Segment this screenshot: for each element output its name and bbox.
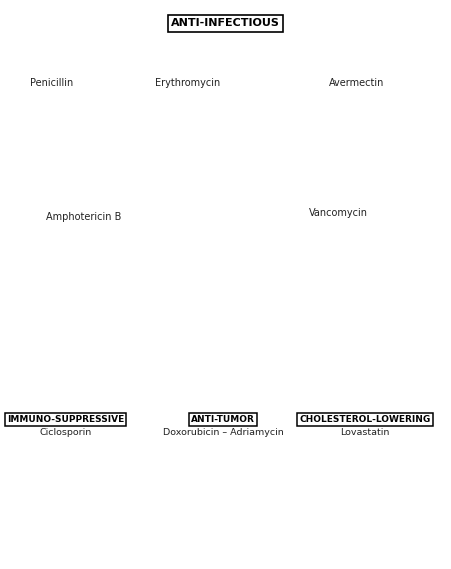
Text: Amphotericin B: Amphotericin B [46,212,121,222]
Text: Ciclosporin: Ciclosporin [39,428,92,437]
Text: Vancomycin: Vancomycin [309,208,368,218]
Text: IMMUNO-SUPPRESSIVE: IMMUNO-SUPPRESSIVE [7,415,124,424]
Text: Avermectin: Avermectin [329,78,384,88]
Text: Penicillin: Penicillin [30,78,74,88]
Text: ANTI-INFECTIOUS: ANTI-INFECTIOUS [171,18,280,28]
Text: ANTI-TUMOR: ANTI-TUMOR [191,415,255,424]
Text: Erythromycin: Erythromycin [155,78,220,88]
Text: CHOLESTEROL-LOWERING: CHOLESTEROL-LOWERING [299,415,431,424]
Text: Lovastatin: Lovastatin [341,428,390,437]
Text: Doxorubicin – Adriamycin: Doxorubicin – Adriamycin [163,428,284,437]
